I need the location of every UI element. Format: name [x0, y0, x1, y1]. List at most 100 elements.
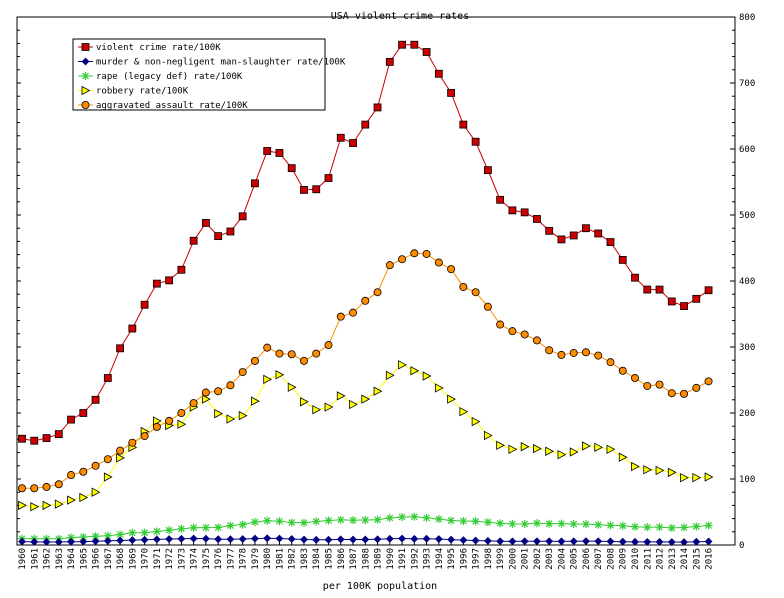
x-tick-label: 1990 — [386, 548, 396, 570]
x-tick-label: 1994 — [435, 548, 445, 570]
data-point — [569, 231, 578, 240]
data-point — [569, 520, 578, 529]
data-point — [201, 388, 210, 397]
data-point — [275, 370, 285, 380]
data-point — [201, 394, 211, 404]
data-point — [643, 381, 652, 390]
data-point — [361, 296, 370, 305]
data-point — [508, 537, 517, 546]
legend-marker — [81, 85, 91, 96]
data-point — [618, 366, 627, 375]
data-point — [483, 536, 492, 545]
data-point — [165, 535, 174, 543]
data-point — [67, 415, 75, 424]
data-point — [496, 320, 505, 329]
data-point — [152, 422, 161, 431]
data-point — [287, 350, 296, 359]
data-point — [214, 387, 223, 396]
x-tick-label: 2005 — [570, 548, 580, 570]
x-tick-label: 2010 — [631, 548, 641, 570]
data-point — [263, 343, 272, 352]
data-point — [704, 286, 713, 295]
data-point — [251, 396, 260, 406]
y-tick-label: 300 — [739, 343, 755, 353]
data-point — [667, 467, 677, 478]
x-tick-label: 1977 — [226, 548, 236, 570]
data-point — [128, 324, 137, 333]
data-point — [91, 395, 100, 404]
data-point — [275, 349, 284, 358]
data-point — [226, 381, 235, 390]
data-point — [398, 40, 406, 49]
data-point — [214, 232, 223, 241]
data-point — [545, 446, 555, 456]
data-point — [373, 288, 382, 297]
data-point — [152, 535, 161, 544]
x-tick-label: 1996 — [459, 548, 469, 570]
x-tick-label: 1989 — [374, 548, 384, 570]
data-point — [471, 416, 481, 427]
data-point — [643, 523, 652, 532]
x-tick-label: 2016 — [705, 548, 715, 570]
data-point — [30, 484, 39, 493]
data-point — [398, 534, 406, 543]
data-point — [214, 408, 224, 419]
data-point — [520, 208, 529, 217]
data-point — [226, 227, 235, 236]
data-point — [582, 441, 591, 451]
x-tick-label: 1971 — [153, 548, 163, 570]
data-point — [459, 282, 468, 291]
x-tick-label: 1976 — [214, 548, 224, 570]
data-point — [214, 523, 223, 532]
data-point — [128, 536, 137, 545]
data-point — [459, 407, 469, 417]
data-point — [410, 534, 419, 543]
data-point — [508, 327, 517, 336]
data-point — [680, 538, 688, 547]
data-point — [140, 432, 149, 441]
data-point — [569, 537, 578, 546]
data-point — [238, 212, 247, 221]
data-point — [312, 349, 321, 358]
data-point — [618, 537, 627, 546]
x-tick-label: 2001 — [521, 548, 531, 570]
data-point — [631, 273, 639, 282]
legend-item: violent crime rate/100K — [78, 43, 221, 53]
data-point — [251, 179, 259, 188]
x-tick-label: 2006 — [582, 548, 592, 570]
data-point — [667, 538, 676, 546]
data-point — [667, 389, 676, 398]
x-tick-label: 1995 — [447, 548, 457, 570]
data-point — [275, 517, 284, 526]
data-point — [67, 471, 76, 480]
data-point — [692, 473, 702, 483]
data-point — [165, 526, 174, 535]
x-tick-label: 1968 — [116, 548, 126, 570]
data-point — [189, 236, 198, 245]
data-point — [422, 513, 431, 522]
data-point — [177, 419, 187, 429]
x-tick-label: 2013 — [668, 548, 678, 570]
data-point — [618, 452, 628, 462]
data-point — [18, 500, 27, 511]
x-tick-label: 1987 — [349, 548, 359, 570]
data-point — [410, 40, 419, 49]
data-point — [140, 300, 149, 309]
data-point — [226, 414, 236, 424]
x-tick-label: 2000 — [508, 548, 518, 570]
data-point — [447, 516, 456, 525]
data-point — [324, 402, 334, 412]
data-point — [618, 255, 627, 264]
y-tick-label: 800 — [739, 13, 755, 23]
data-point — [349, 308, 358, 317]
data-point — [582, 224, 590, 233]
data-point — [91, 487, 101, 497]
data-point — [152, 279, 161, 288]
data-point — [103, 536, 112, 545]
x-tick-label: 1999 — [496, 548, 506, 570]
data-point — [214, 535, 223, 544]
data-point — [569, 348, 578, 357]
data-point — [18, 537, 26, 546]
data-point — [471, 517, 480, 526]
